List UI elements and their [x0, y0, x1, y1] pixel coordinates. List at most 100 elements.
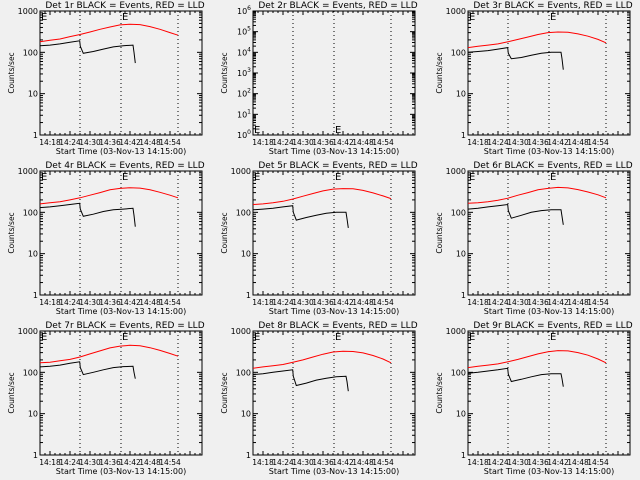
event-marker-label: E [335, 332, 341, 343]
y-tick-label: 10 [241, 410, 251, 419]
detector-panel: Det 4r BLACK = Events, RED = LLD 1 10 100 10… [7, 161, 205, 316]
y-tick-label: 1000 [18, 7, 38, 16]
panel-title: Det 4r BLACK = Events, RED = LLD [45, 161, 204, 171]
y-axis-label: Counts/sec [7, 372, 16, 413]
y-tick-label: 103 [237, 67, 251, 78]
event-marker-label: E [41, 172, 47, 183]
y-axis-label: Counts/sec [435, 52, 444, 93]
event-marker-label: E [550, 12, 556, 23]
lld-series-line [467, 350, 607, 369]
x-tick-label: 14:54 [372, 458, 394, 467]
y-axis-label: Counts/sec [220, 372, 229, 413]
y-tick-label: 100 [23, 208, 38, 217]
x-tick-label: 14:42 [332, 298, 354, 307]
x-tick-label: 14:54 [159, 138, 181, 147]
x-tick-label: 14:30 [79, 458, 101, 467]
plot-frame [39, 10, 203, 136]
x-tick-label: 14:30 [292, 138, 314, 147]
plot-frame [39, 330, 203, 456]
events-series-line [252, 369, 349, 392]
x-tick-label: 14:48 [352, 298, 374, 307]
x-axis-label: Start Time (03-Nov-13 14:15:00) [269, 147, 399, 156]
y-tick-label: 1 [33, 131, 38, 140]
y-tick-label: 10 [241, 250, 251, 259]
x-tick-label: 14:36 [99, 458, 121, 467]
x-axis-label: Start Time (03-Nov-13 14:15:00) [484, 467, 614, 476]
y-tick-label: 1000 [446, 7, 466, 16]
x-tick-label: 14:30 [79, 138, 101, 147]
x-tick-label: 14:54 [587, 138, 609, 147]
x-tick-label: 14:24 [59, 138, 81, 147]
x-tick-label: 14:36 [99, 138, 121, 147]
y-tick-label: 100 [451, 368, 466, 377]
y-axis-label: Counts/sec [435, 212, 444, 253]
x-tick-label: 14:48 [352, 138, 374, 147]
x-axis-label: Start Time (03-Nov-13 14:15:00) [484, 147, 614, 156]
event-marker-label: E [550, 172, 556, 183]
lld-series-line [467, 186, 607, 204]
events-series-line [39, 202, 136, 227]
x-tick-label: 14:24 [272, 138, 294, 147]
y-tick-label: 1000 [446, 327, 466, 336]
events-series-line [39, 40, 136, 64]
panel-title: Det 6r BLACK = Events, RED = LLD [473, 161, 632, 171]
y-tick-label: 1000 [18, 167, 38, 176]
plot-frame [252, 170, 416, 296]
y-tick-label: 1 [33, 291, 38, 300]
x-tick-label: 14:48 [567, 138, 589, 147]
y-tick-label: 100 [451, 208, 466, 217]
x-tick-label: 14:48 [567, 458, 589, 467]
events-series-line [39, 361, 136, 379]
x-tick-label: 14:18 [252, 138, 274, 147]
y-tick-label: 10 [456, 90, 466, 99]
y-tick-label: 10 [456, 410, 466, 419]
y-tick-label: 100 [236, 208, 251, 217]
x-tick-label: 14:24 [272, 298, 294, 307]
x-tick-label: 14:18 [252, 298, 274, 307]
event-marker-label: E [469, 172, 475, 183]
event-marker-label: E [122, 12, 128, 23]
lld-series-line [39, 344, 179, 364]
detector-panel: Det 1r BLACK = Events, RED = LLD 1 10 100 10… [7, 1, 205, 156]
x-tick-label: 14:42 [547, 138, 569, 147]
events-series-line [467, 367, 564, 387]
x-tick-label: 14:42 [547, 458, 569, 467]
x-tick-label: 14:24 [272, 458, 294, 467]
plot-frame [467, 170, 631, 296]
lld-series-line [39, 187, 179, 205]
x-tick-label: 14:54 [372, 138, 394, 147]
x-axis-label: Start Time (03-Nov-13 14:15:00) [269, 307, 399, 316]
y-tick-label: 100 [23, 48, 38, 57]
plot-frame [252, 330, 416, 456]
events-series-line [467, 203, 564, 225]
x-tick-label: 14:36 [527, 458, 549, 467]
x-tick-label: 14:42 [119, 298, 141, 307]
event-marker-label: E [122, 172, 128, 183]
x-tick-label: 14:18 [467, 138, 489, 147]
detector-panel: Det 2r BLACK = Events, RED = LLD10010110… [220, 1, 418, 156]
y-tick-exponent: 5 [247, 26, 251, 33]
y-tick-label: 1 [246, 451, 251, 460]
x-tick-label: 14:36 [312, 298, 334, 307]
event-marker-label: E [335, 125, 341, 136]
y-tick-label: 104 [237, 46, 251, 57]
x-tick-label: 14:18 [39, 138, 61, 147]
y-tick-label: 101 [237, 108, 251, 119]
y-tick-exponent: 3 [247, 67, 251, 74]
plot-frame [39, 170, 203, 296]
y-tick-label: 1000 [446, 167, 466, 176]
y-axis-label: Counts/sec [7, 212, 16, 253]
lld-series-line [467, 31, 607, 49]
panel-title: Det 3r BLACK = Events, RED = LLD [473, 1, 632, 11]
y-tick-exponent: 6 [247, 5, 251, 12]
y-tick-exponent: 1 [247, 108, 251, 115]
x-tick-label: 14:54 [372, 298, 394, 307]
x-tick-label: 14:36 [312, 458, 334, 467]
x-axis-label: Start Time (03-Nov-13 14:15:00) [56, 147, 186, 156]
x-tick-label: 14:42 [332, 138, 354, 147]
events-series-line [467, 47, 564, 70]
y-tick-exponent: 2 [247, 88, 251, 95]
x-tick-label: 14:42 [119, 138, 141, 147]
x-axis-label: Start Time (03-Nov-13 14:15:00) [56, 467, 186, 476]
x-tick-label: 14:24 [487, 298, 509, 307]
